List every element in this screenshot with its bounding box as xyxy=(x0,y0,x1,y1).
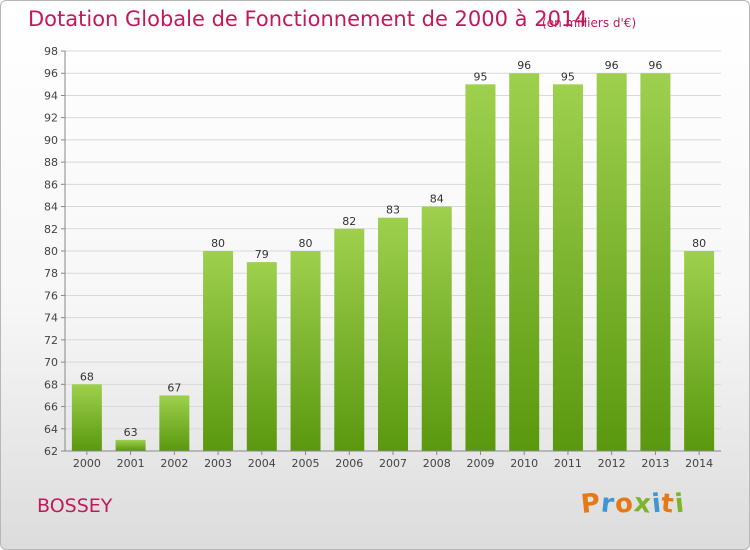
x-tick-label: 2006 xyxy=(335,457,363,470)
commune-name: BOSSEY xyxy=(37,495,113,517)
bar-2014 xyxy=(684,251,715,451)
y-tick-label: 74 xyxy=(44,312,58,325)
bar-2002 xyxy=(159,395,190,451)
bar-2011 xyxy=(552,84,583,451)
data-label: 79 xyxy=(255,248,269,261)
y-tick-label: 94 xyxy=(44,89,58,102)
chart-subtitle: (en milliers d'€) xyxy=(542,16,637,30)
y-tick-label: 64 xyxy=(44,423,58,436)
y-tick-label: 76 xyxy=(44,289,58,302)
data-label: 84 xyxy=(430,193,444,206)
data-label: 95 xyxy=(561,70,575,83)
y-tick-label: 82 xyxy=(44,223,58,236)
data-label: 96 xyxy=(605,59,619,72)
data-label: 82 xyxy=(342,215,356,228)
chart-title: Dotation Globale de Fonctionnement de 20… xyxy=(28,7,588,31)
data-label: 96 xyxy=(517,59,531,72)
data-label: 67 xyxy=(167,381,181,394)
data-label: 83 xyxy=(386,204,400,217)
y-tick-label: 86 xyxy=(44,178,58,191)
y-tick-label: 62 xyxy=(44,445,58,458)
bar-2005 xyxy=(290,251,321,451)
bar-2013 xyxy=(640,73,671,451)
proxiti-logo: Proxiti xyxy=(579,488,687,520)
y-tick-label: 80 xyxy=(44,245,58,258)
bar-2004 xyxy=(246,262,277,451)
x-tick-label: 2001 xyxy=(117,457,145,470)
x-tick-label: 2010 xyxy=(510,457,538,470)
y-tick-label: 78 xyxy=(44,267,58,280)
x-tick-label: 2005 xyxy=(292,457,320,470)
data-label: 80 xyxy=(692,237,706,250)
data-label: 68 xyxy=(80,370,94,383)
y-tick-label: 84 xyxy=(44,201,58,214)
data-label: 80 xyxy=(211,237,225,250)
x-tick-label: 2002 xyxy=(160,457,188,470)
x-tick-label: 2013 xyxy=(641,457,669,470)
bar-2007 xyxy=(378,217,408,451)
bar-2010 xyxy=(509,73,540,451)
x-tick-label: 2003 xyxy=(204,457,232,470)
axes: 62 64 66 68 70 72 74 76 78 80 82 84 86 88 90 92 94 96 98 20… xyxy=(44,45,721,470)
x-tick-label: 2000 xyxy=(73,457,101,470)
data-label: 96 xyxy=(648,59,662,72)
data-label: 95 xyxy=(473,70,487,83)
bar-2000 xyxy=(71,384,102,451)
y-tick-label: 68 xyxy=(44,378,58,391)
data-label: 63 xyxy=(124,426,138,439)
x-tick-label: 2004 xyxy=(248,457,276,470)
y-tick-label: 90 xyxy=(44,134,58,147)
bar-2012 xyxy=(596,73,627,451)
x-tick-label: 2009 xyxy=(466,457,494,470)
y-tick-label: 96 xyxy=(44,67,58,80)
y-tick-label: 66 xyxy=(44,401,58,414)
bar-2006 xyxy=(334,228,365,451)
y-tick-label: 92 xyxy=(44,112,58,125)
bar-2003 xyxy=(203,251,234,451)
x-tick-label: 2011 xyxy=(554,457,582,470)
y-tick-label: 70 xyxy=(44,356,58,369)
x-tick-label: 2008 xyxy=(423,457,451,470)
x-tick-label: 2014 xyxy=(685,457,713,470)
bars: 68 63 67 80 79 80 82 83 84 95 96 95 96 96 80 xyxy=(71,59,715,451)
y-tick-label: 98 xyxy=(44,45,58,58)
y-tick-label: 72 xyxy=(44,334,58,347)
x-tick-label: 2012 xyxy=(598,457,626,470)
bar-2001 xyxy=(115,439,146,451)
y-tick-label: 88 xyxy=(44,156,58,169)
data-label: 80 xyxy=(299,237,313,250)
bar-2009 xyxy=(465,84,496,451)
x-tick-label: 2007 xyxy=(379,457,407,470)
bar-2008 xyxy=(421,206,452,451)
